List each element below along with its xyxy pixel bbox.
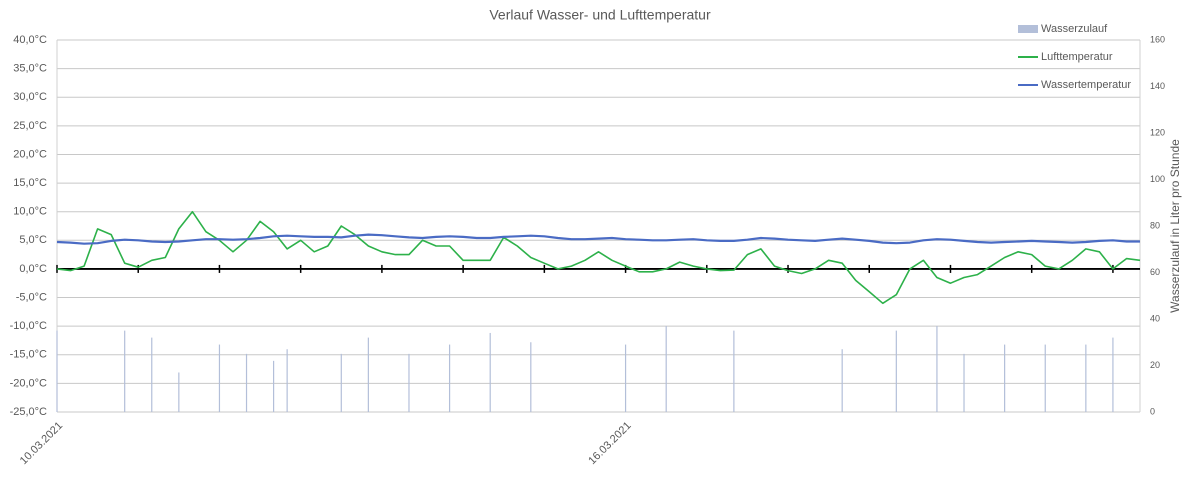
bar bbox=[448, 344, 451, 412]
x-tick-label: 16.03.2021 bbox=[586, 420, 633, 467]
bar bbox=[665, 325, 667, 412]
bar bbox=[624, 344, 627, 412]
chart-title: Verlauf Wasser- und Lufttemperatur bbox=[489, 7, 711, 23]
y-tick-label: -10,0°C bbox=[10, 320, 47, 332]
bar bbox=[489, 332, 491, 412]
x-tick-label: 10.03.2021 bbox=[18, 420, 65, 467]
bar bbox=[895, 330, 897, 412]
legend-label: Wasserzulauf bbox=[1041, 23, 1108, 35]
bar bbox=[1085, 344, 1087, 412]
bar bbox=[530, 342, 532, 412]
bar bbox=[733, 330, 735, 412]
y2-axis-label: Wasserzulauf in Liter pro Stunde bbox=[1168, 139, 1182, 313]
y2-tick-label: 20 bbox=[1150, 360, 1160, 370]
bar bbox=[124, 330, 126, 412]
y-tick-label: 35,0°C bbox=[13, 63, 47, 75]
bar bbox=[273, 360, 275, 412]
legend-label: Lufttemperatur bbox=[1041, 51, 1113, 63]
line bbox=[56, 210, 1141, 305]
bar bbox=[151, 337, 153, 412]
y-tick-label: 10,0°C bbox=[13, 206, 47, 218]
y2-tick-label: 40 bbox=[1150, 313, 1160, 323]
y-tick-label: 20,0°C bbox=[13, 148, 47, 160]
bar bbox=[56, 330, 58, 412]
y2-tick-label: 0 bbox=[1150, 406, 1155, 416]
bar bbox=[178, 372, 180, 412]
bar bbox=[367, 337, 369, 412]
y-tick-label: -5,0°C bbox=[16, 291, 47, 303]
legend-swatch bbox=[1018, 25, 1038, 33]
bar bbox=[245, 353, 248, 412]
y2-tick-label: 100 bbox=[1150, 174, 1165, 184]
y-tick-label: 25,0°C bbox=[13, 120, 47, 132]
bar bbox=[963, 353, 965, 412]
y-tick-label: 40,0°C bbox=[13, 34, 47, 46]
bar bbox=[1044, 344, 1046, 412]
legend-label: Wassertemperatur bbox=[1041, 79, 1131, 91]
bar bbox=[1004, 344, 1006, 412]
y2-tick-label: 60 bbox=[1150, 267, 1160, 277]
bar bbox=[841, 349, 843, 412]
y-tick-label: -20,0°C bbox=[10, 377, 47, 389]
bar bbox=[218, 344, 221, 412]
bar bbox=[408, 353, 410, 412]
bar bbox=[340, 353, 342, 412]
y-tick-label: 15,0°C bbox=[13, 177, 47, 189]
line bbox=[56, 233, 1140, 245]
y-tick-label: -25,0°C bbox=[10, 406, 47, 418]
y-tick-label: 5,0°C bbox=[19, 234, 47, 246]
bar bbox=[936, 325, 938, 412]
y-tick-label: 30,0°C bbox=[13, 91, 47, 103]
bar bbox=[1112, 337, 1114, 412]
y-tick-label: 0,0°C bbox=[19, 263, 47, 275]
y2-tick-label: 120 bbox=[1150, 127, 1165, 137]
y-tick-label: -15,0°C bbox=[10, 349, 47, 361]
y2-tick-label: 160 bbox=[1150, 34, 1165, 44]
y2-tick-label: 140 bbox=[1150, 81, 1165, 91]
bar bbox=[286, 349, 288, 412]
y2-tick-label: 80 bbox=[1150, 220, 1160, 230]
